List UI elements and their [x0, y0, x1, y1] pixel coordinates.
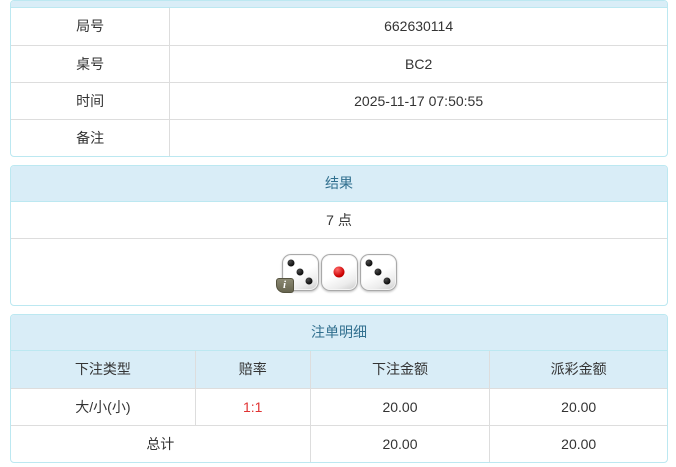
info-icon[interactable]: i — [275, 277, 294, 293]
odds-value: 1:1 — [195, 387, 311, 425]
payout-amount-value: 20.00 — [489, 387, 667, 425]
die-face-3: i — [275, 253, 319, 293]
table-row: 局号 662630114 — [11, 8, 667, 45]
table-row: 时间 2025-11-17 07:50:55 — [11, 81, 667, 119]
column-header-odds: 赔率 — [195, 351, 311, 389]
total-row: 总计 20.00 20.00 — [11, 424, 667, 462]
time-value: 2025-11-17 07:50:55 — [169, 81, 667, 119]
die-pip — [287, 259, 295, 267]
column-header-payout-amount: 派彩金额 — [489, 351, 667, 389]
bet-type-value: 大/小(小) — [11, 387, 196, 425]
table-number-label: 桌号 — [11, 44, 171, 82]
die-face-1 — [320, 253, 358, 291]
dice-row: i — [11, 239, 667, 305]
column-header-bet-amount: 下注金额 — [310, 351, 491, 389]
table-row: 备注 — [11, 118, 667, 156]
die-pip — [333, 266, 345, 278]
die-pip — [383, 277, 391, 285]
round-id-value: 662630114 — [384, 18, 454, 35]
die-pip — [365, 259, 373, 267]
bet-details-table: 下注类型 赔率 下注金额 派彩金额 大/小(小) 1:1 20.00 20.00… — [11, 351, 667, 462]
table-row: 大/小(小) 1:1 20.00 20.00 — [11, 387, 667, 425]
table-row: 桌号 BC2 — [11, 44, 667, 82]
game-info-table: 局号 662630114 桌号 BC2 时间 2025-11-17 07:50:… — [11, 8, 667, 156]
result-panel-title: 结果 — [11, 166, 667, 202]
bet-amount-value: 20.00 — [310, 387, 491, 425]
bet-table-header-row: 下注类型 赔率 下注金额 派彩金额 — [11, 351, 667, 389]
die-pip — [305, 277, 313, 285]
die-face-3 — [359, 253, 397, 291]
die-pip — [296, 268, 304, 276]
column-header-bet-type: 下注类型 — [11, 351, 196, 389]
remark-value — [169, 118, 667, 156]
remark-label: 备注 — [11, 118, 171, 156]
bet-details-title: 注单明细 — [11, 315, 667, 351]
game-info-panel: 局号 662630114 桌号 BC2 时间 2025-11-17 07:50:… — [10, 0, 668, 157]
total-payout-amount: 20.00 — [489, 424, 667, 462]
table-number-value: BC2 — [169, 44, 667, 82]
total-bet-amount: 20.00 — [310, 424, 491, 462]
total-label: 总计 — [11, 424, 311, 462]
cropped-panel-heading — [11, 1, 667, 8]
bet-details-panel: 注单明细 下注类型 赔率 下注金额 派彩金额 大/小(小) 1:1 20.00 … — [10, 314, 668, 463]
time-label: 时间 — [11, 81, 171, 119]
result-points: 7 点 — [11, 202, 667, 239]
round-id-label: 局号 — [11, 8, 171, 45]
result-panel: 结果 7 点 i — [10, 165, 668, 306]
die-pip — [374, 268, 382, 276]
